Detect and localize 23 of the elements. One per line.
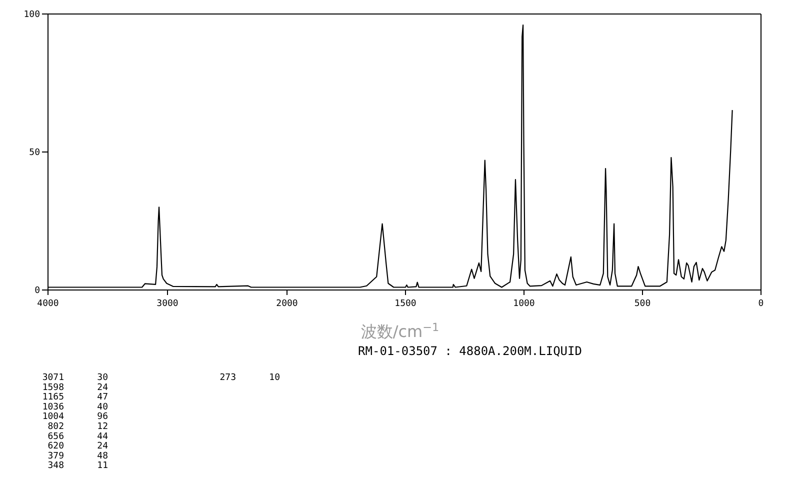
text: RM-01-03507 : 4880A.200M.LIQUID (358, 344, 582, 358)
x-tick-label: 1500 (394, 299, 416, 309)
x-tick-label: 1000 (513, 299, 535, 309)
text: 1165 47 (42, 392, 108, 403)
x-tick-label: 2000 (276, 299, 298, 309)
x-tick-label: 4000 (37, 299, 59, 309)
text: 1598 24 (42, 382, 108, 393)
text: 348 11 (48, 461, 108, 472)
text: 1036 40 (42, 402, 108, 412)
x-tick-label: 3000 (156, 299, 178, 309)
text: 273 10 (220, 373, 280, 383)
text: 3071 30 (42, 373, 108, 383)
x-tick-label: 500 (634, 299, 651, 309)
text: 620 24 (48, 442, 108, 452)
y-tick-label: 50 (29, 148, 40, 158)
x-axis-title: 波数/cm$^{−1}$ (360, 320, 440, 341)
y-tick-label: 100 (24, 10, 40, 20)
text: 379 48 (48, 451, 108, 462)
text: 1004 96 (42, 412, 108, 422)
text: 802 12 (48, 422, 108, 432)
text: 656 44 (48, 432, 108, 442)
x-tick-label: 0 (758, 299, 764, 309)
y-tick-label: 0 (34, 286, 40, 296)
